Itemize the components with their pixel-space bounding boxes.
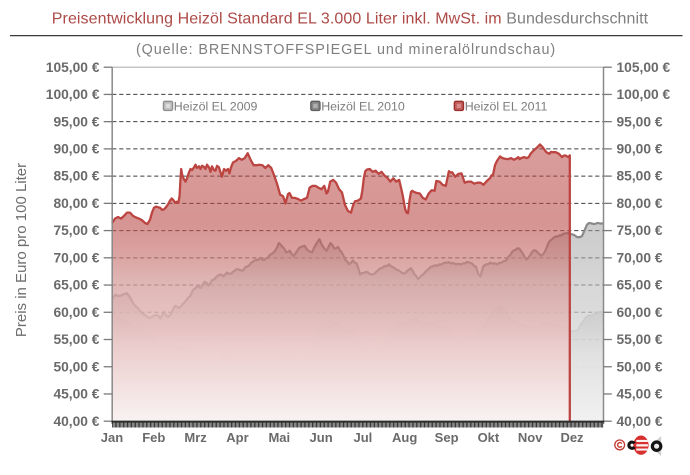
- svg-text:95,00 €: 95,00 €: [617, 114, 663, 129]
- svg-text:Heizöl EL 2010: Heizöl EL 2010: [321, 99, 405, 113]
- svg-text:Preis in Euro pro 100 Liter: Preis in Euro pro 100 Liter: [13, 163, 30, 337]
- svg-text:Dez: Dez: [560, 430, 584, 445]
- svg-text:Okt: Okt: [478, 430, 500, 445]
- svg-text:Heizöl EL 2009: Heizöl EL 2009: [174, 99, 258, 113]
- svg-text:Heizöl EL 2011: Heizöl EL 2011: [465, 99, 548, 113]
- svg-text:90,00 €: 90,00 €: [53, 141, 99, 156]
- svg-text:Apr: Apr: [226, 430, 248, 445]
- svg-text:40,00 €: 40,00 €: [617, 414, 663, 429]
- svg-text:Mrz: Mrz: [184, 430, 207, 445]
- svg-text:Nov: Nov: [518, 430, 543, 445]
- svg-text:80,00 €: 80,00 €: [53, 196, 99, 211]
- svg-text:75,00 €: 75,00 €: [53, 223, 99, 238]
- svg-text:90,00 €: 90,00 €: [617, 141, 663, 156]
- svg-text:60,00 €: 60,00 €: [617, 305, 663, 320]
- svg-text:95,00 €: 95,00 €: [53, 114, 99, 129]
- svg-text:70,00 €: 70,00 €: [617, 250, 663, 265]
- svg-text:60,00 €: 60,00 €: [53, 305, 99, 320]
- svg-text:45,00 €: 45,00 €: [617, 387, 663, 402]
- svg-text:75,00 €: 75,00 €: [617, 223, 663, 238]
- svg-text:55,00 €: 55,00 €: [53, 332, 99, 347]
- svg-text:50,00 €: 50,00 €: [617, 359, 663, 374]
- svg-text:Feb: Feb: [142, 430, 165, 445]
- svg-text:Mai: Mai: [268, 430, 290, 445]
- svg-text:85,00 €: 85,00 €: [617, 169, 663, 184]
- svg-text:Jun: Jun: [310, 430, 333, 445]
- svg-text:Jul: Jul: [354, 430, 373, 445]
- svg-text:105,00 €: 105,00 €: [617, 60, 671, 75]
- svg-text:(Quelle: BRENNSTOFFSPIEGEL un: (Quelle: BRENNSTOFFSPIEGEL und mineralöl…: [136, 42, 556, 58]
- svg-text:65,00 €: 65,00 €: [617, 278, 663, 293]
- svg-text:65,00 €: 65,00 €: [53, 278, 99, 293]
- svg-text:Sep: Sep: [435, 430, 459, 445]
- svg-text:70,00 €: 70,00 €: [53, 250, 99, 265]
- svg-text:85,00 €: 85,00 €: [53, 169, 99, 184]
- svg-text:80,00 €: 80,00 €: [617, 196, 663, 211]
- svg-text:45,00 €: 45,00 €: [53, 387, 99, 402]
- svg-text:Aug: Aug: [392, 430, 417, 445]
- svg-text:40,00 €: 40,00 €: [53, 414, 99, 429]
- svg-text:100,00 €: 100,00 €: [46, 87, 100, 102]
- svg-text:105,00 €: 105,00 €: [46, 60, 100, 75]
- svg-text:Jan: Jan: [101, 430, 123, 445]
- svg-text:Preisentwicklung Heizöl Standa: Preisentwicklung Heizöl Standard EL 3.00…: [52, 11, 649, 28]
- svg-text:50,00 €: 50,00 €: [53, 359, 99, 374]
- svg-text:100,00 €: 100,00 €: [617, 87, 671, 102]
- svg-text:55,00 €: 55,00 €: [617, 332, 663, 347]
